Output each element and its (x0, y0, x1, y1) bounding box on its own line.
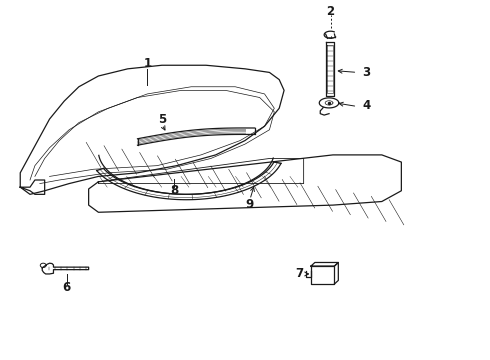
Text: 7: 7 (295, 267, 304, 280)
Text: 2: 2 (326, 5, 335, 18)
Text: 3: 3 (362, 66, 370, 79)
Text: 9: 9 (246, 198, 254, 211)
Text: 5: 5 (158, 113, 166, 126)
Text: 1: 1 (143, 57, 151, 70)
Text: 8: 8 (170, 184, 178, 197)
Text: 6: 6 (63, 281, 71, 294)
Text: 4: 4 (362, 99, 370, 112)
